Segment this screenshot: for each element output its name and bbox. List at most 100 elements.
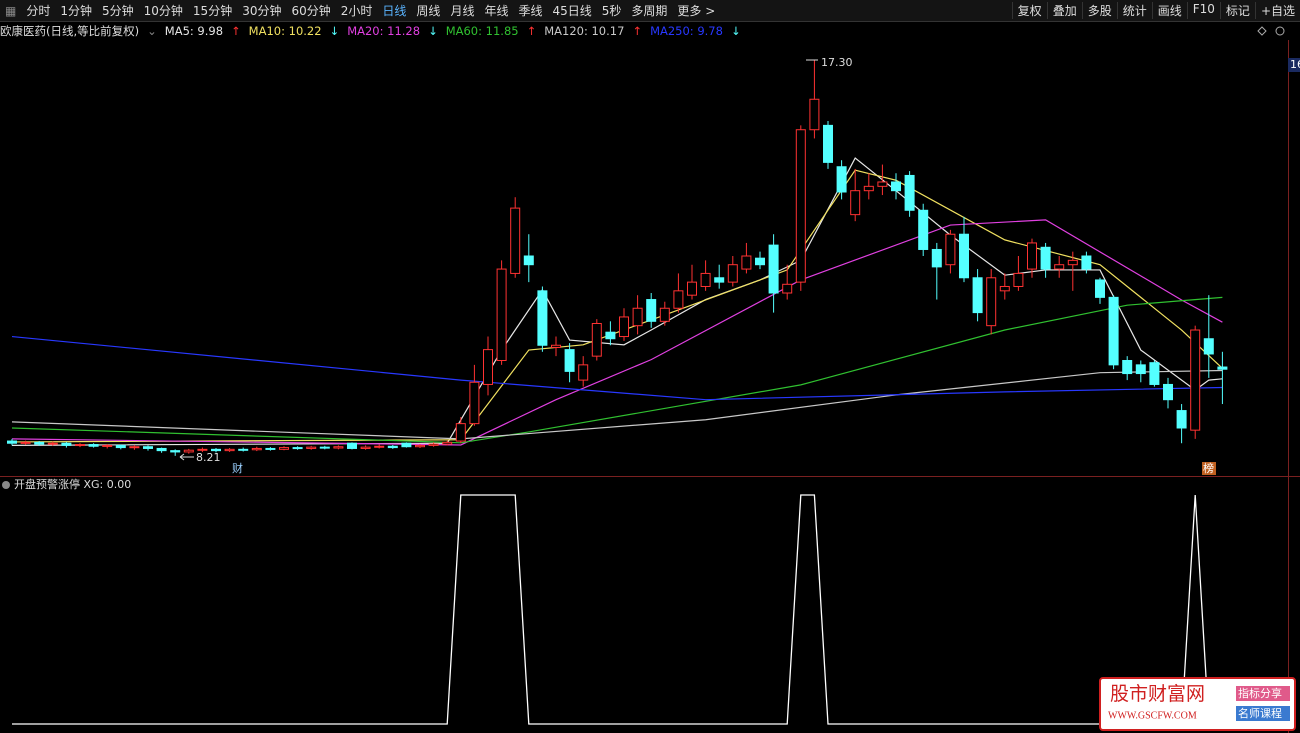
tool-button[interactable]: +自选: [1254, 2, 1300, 19]
tab[interactable]: 45日线: [552, 4, 592, 18]
tab[interactable]: 周线: [416, 4, 441, 18]
ma-line: [11, 335, 1223, 401]
candle-body: [1217, 366, 1228, 370]
event-mark[interactable]: 财: [232, 461, 243, 475]
candle-body: [999, 285, 1010, 292]
icon[interactable]: [1275, 26, 1285, 36]
candle-body: [523, 255, 534, 266]
candle-body: [836, 166, 847, 193]
candle-body: [510, 207, 521, 274]
tool-button[interactable]: 画线: [1151, 2, 1187, 19]
candle-body: [632, 307, 643, 327]
candle-body: [183, 449, 194, 453]
legend-item: MA20: 11.28 ↓: [347, 24, 438, 38]
legend-label: MA10: 10.22: [248, 24, 322, 38]
candle-body: [1108, 296, 1119, 366]
candle-body: [279, 447, 289, 450]
event-mark[interactable]: 榜: [1203, 461, 1214, 475]
tab[interactable]: 年线: [484, 4, 509, 18]
candle-body: [714, 277, 725, 283]
tab[interactable]: 分时: [26, 4, 51, 18]
tab[interactable]: 季线: [518, 4, 543, 18]
high-label: 17.30: [821, 56, 853, 69]
tab[interactable]: 30分钟: [242, 4, 282, 18]
candle-body: [1203, 338, 1214, 355]
tab[interactable]: 15分钟: [192, 4, 233, 18]
candle-body: [1081, 255, 1092, 270]
candle-body: [1040, 246, 1051, 270]
chart-title: 欧康医药(日线,等比前复权): [0, 24, 140, 38]
tag[interactable]: 指标分享: [1238, 686, 1282, 700]
candle-body: [61, 442, 72, 446]
candle-body: [931, 248, 942, 268]
candle-body: [755, 257, 765, 266]
watermark-url: WWW.GSCFW.COM: [1108, 710, 1197, 721]
icon[interactable]: ▦: [5, 3, 17, 18]
candle-body: [578, 364, 589, 381]
legend-arrow: ↓: [730, 24, 741, 38]
tab[interactable]: 60分钟: [291, 4, 331, 18]
watermark: 股市财富网 WWW.GSCFW.COM 指标分享 名师课程: [1099, 677, 1296, 731]
legend-item: MA250: 9.78 ↓: [650, 24, 741, 38]
candle-body: [673, 290, 684, 309]
icon[interactable]: [2, 481, 10, 489]
tab[interactable]: 日线: [382, 4, 407, 18]
tab[interactable]: 多周期: [631, 4, 668, 18]
candle-body: [496, 268, 507, 361]
tab[interactable]: 5分钟: [102, 4, 134, 18]
tag-bg: [1236, 706, 1290, 721]
legend-item: MA120: 10.17 ↑: [544, 24, 642, 38]
legend-item: MA60: 11.85 ↑: [446, 24, 537, 38]
candle-body: [1149, 362, 1160, 385]
tool-button[interactable]: F10: [1186, 2, 1220, 19]
candle-body: [605, 331, 616, 340]
candle-body: [143, 446, 153, 449]
indicator-title: 开盘预警涨停 XG: 0.00: [14, 477, 131, 491]
tag-bg: [1236, 686, 1290, 701]
candle-body: [20, 441, 31, 444]
tab[interactable]: 2小时: [340, 4, 373, 18]
legend-row: 欧康医药(日线,等比前复权) ⌄ MA5: 9.98 ↑ MA10: 10.22 ↓ MA2…: [0, 22, 749, 40]
tab[interactable]: 更多 >: [677, 4, 716, 18]
candle-body: [768, 244, 779, 294]
tool-button[interactable]: 复权: [1011, 2, 1047, 19]
candle-body: [646, 299, 657, 322]
tool-button[interactable]: 多股: [1081, 2, 1117, 19]
low-label: 8.21: [196, 451, 221, 464]
icon[interactable]: ⌄: [147, 24, 157, 38]
candle-body: [129, 446, 140, 449]
candle-body: [727, 264, 738, 283]
candle-body: [292, 447, 303, 450]
candle-body: [156, 447, 167, 452]
candle-body: [401, 442, 412, 448]
candle-body: [115, 444, 126, 449]
candle-body: [809, 98, 820, 131]
tab[interactable]: 10分钟: [143, 4, 183, 18]
candle-body: [1122, 360, 1133, 375]
ma-line: [11, 169, 1223, 443]
candle-body: [1027, 242, 1037, 270]
candle-body: [238, 448, 249, 451]
tab[interactable]: 月线: [450, 4, 475, 18]
tool-button[interactable]: 统计: [1116, 2, 1152, 19]
icon[interactable]: [1257, 26, 1267, 36]
tool-button[interactable]: 标记: [1219, 2, 1255, 19]
candle-body: [1163, 383, 1173, 401]
legend-item: MA5: 9.98 ↑: [165, 24, 241, 38]
tool-button[interactable]: 叠加: [1046, 2, 1082, 19]
candle-body: [537, 290, 548, 346]
candle-body: [1054, 264, 1065, 270]
candle-body: [387, 445, 398, 449]
candle-body: [850, 190, 861, 216]
candle-body: [251, 447, 262, 451]
candle-body: [34, 441, 45, 445]
tag[interactable]: 名师课程: [1238, 706, 1282, 720]
candle-body: [415, 444, 425, 448]
candle-body: [863, 185, 874, 192]
candle-body: [360, 446, 371, 449]
candle-body: [918, 209, 929, 250]
tab[interactable]: 1分钟: [60, 4, 92, 18]
candle-body: [687, 281, 697, 296]
tab[interactable]: 5秒: [601, 4, 622, 18]
